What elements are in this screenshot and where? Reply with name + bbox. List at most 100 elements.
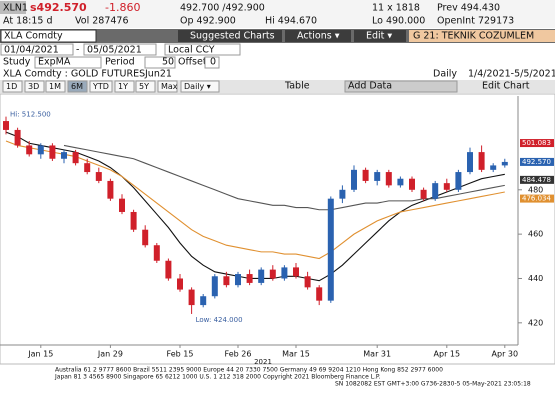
candle-body: [211, 276, 218, 297]
prev: Prev 494.430: [437, 3, 500, 14]
candle-body: [397, 178, 404, 186]
footer-line: Japan 81 3 4565 8900 Singapore 65 6212 1…: [54, 374, 381, 381]
candle-body: [478, 152, 485, 170]
period-button[interactable]: [157, 80, 178, 93]
price-tag-label: 476.034: [522, 195, 551, 203]
security-box[interactable]: [0, 29, 97, 43]
time: At 18:15 d: [3, 16, 53, 27]
footer-line: SN 1082082 EST GMT+3:00 G736-2830-5 05-M…: [335, 381, 531, 388]
period-button-label: 6M: [71, 82, 83, 91]
table-button[interactable]: Table: [284, 81, 310, 92]
edit-chart[interactable]: Edit Chart: [482, 81, 530, 92]
add-data-box[interactable]: [344, 80, 458, 93]
security: XLA Comdty: [4, 31, 63, 42]
study: ExpMA: [38, 57, 71, 68]
period-button-label: 1Y: [118, 82, 128, 91]
price-tag-label: 484.478: [522, 176, 551, 184]
candle-body: [95, 172, 102, 181]
period: 50: [162, 57, 174, 68]
y-tick-label: 440: [528, 274, 543, 283]
candle-body: [455, 172, 462, 190]
period-button[interactable]: [67, 80, 88, 93]
period-button[interactable]: [2, 80, 23, 93]
candle-body: [420, 189, 427, 199]
period-button[interactable]: [45, 80, 66, 93]
candle-body: [327, 198, 334, 301]
bid-ask: 492.700 /492.900: [180, 3, 265, 14]
candle-body: [177, 278, 183, 290]
date-box[interactable]: [0, 43, 74, 56]
price-tag: [520, 157, 554, 166]
price-tag-label: 492.570: [522, 158, 551, 166]
date-box[interactable]: [83, 43, 157, 56]
candle-body: [37, 145, 44, 155]
candle-body: [501, 161, 508, 166]
annotation: Hi: 512.500: [10, 111, 51, 119]
x-tick-label: Apr 15: [434, 350, 461, 359]
candle-body: [385, 172, 392, 186]
period-button-label: Daily ▾: [184, 82, 211, 91]
candle-body: [246, 274, 253, 283]
candle-body: [351, 169, 357, 190]
candle-body: [490, 165, 497, 170]
menu-button[interactable]: [354, 30, 406, 42]
ticker-bg: [0, 1, 26, 14]
period-button[interactable]: [180, 80, 220, 93]
offset-box[interactable]: [204, 56, 220, 69]
x-tick-label: Mar 15: [282, 350, 310, 359]
footer-line: Australia 61 2 9777 8600 Brazil 5511 239…: [55, 367, 443, 374]
y-tick-label: 460: [528, 230, 543, 239]
offset: 0: [210, 57, 216, 68]
ema-line: [5, 131, 505, 282]
high: Hi 494.670: [265, 16, 317, 27]
year-label: 2021: [254, 358, 272, 366]
start-date: 01/04/2021: [4, 45, 59, 56]
page-title: G 21: TEKNIK COZUMLEM: [413, 31, 534, 42]
candle-body: [374, 172, 381, 181]
price-tag: [520, 175, 554, 184]
study-box[interactable]: [34, 56, 102, 69]
period-button-label: Max: [161, 82, 178, 91]
period-box[interactable]: [144, 56, 176, 69]
candle-body: [443, 183, 450, 190]
candle-body: [61, 152, 67, 159]
period-button-label: 1D: [6, 82, 17, 91]
period-button[interactable]: [114, 80, 135, 93]
candle-body: [281, 267, 288, 279]
candle-body: [130, 211, 137, 230]
currency: Local CCY: [168, 45, 215, 56]
candle-body: [14, 129, 21, 146]
candle-body: [235, 274, 241, 286]
annotation: Low: 424.000: [196, 316, 243, 324]
ema-line: [63, 144, 505, 211]
menu-label: Actions ▾: [297, 31, 340, 42]
price-tag-label: 501.083: [522, 139, 551, 147]
chart-title: XLA Comdty : GOLD FUTURES: [3, 69, 145, 80]
candle-body: [304, 276, 311, 288]
y-tick-label: 480: [528, 185, 543, 194]
volume: Vol 287476: [75, 16, 129, 27]
ema-line: [5, 140, 505, 260]
currency-box[interactable]: [164, 43, 241, 56]
candle-body: [432, 183, 439, 199]
candle-body: [188, 289, 195, 306]
dash: -: [76, 45, 79, 56]
candle-body: [223, 276, 230, 286]
x-tick-label: Mar 31: [363, 350, 391, 359]
last-price: s492.570: [30, 1, 87, 14]
period-button[interactable]: [135, 80, 156, 93]
menu-button[interactable]: [178, 30, 282, 42]
period-button[interactable]: [89, 80, 113, 93]
page-box: [409, 30, 555, 42]
offset-label: Offset: [178, 57, 207, 68]
menu-button[interactable]: [285, 30, 351, 42]
candle-body: [316, 287, 323, 301]
candle-body: [3, 121, 9, 130]
candle-body: [467, 152, 473, 173]
period-button[interactable]: [24, 80, 45, 93]
candle-body: [26, 145, 33, 155]
candle-body: [49, 145, 56, 159]
quote-bg: [0, 0, 555, 28]
candle-body: [258, 269, 265, 283]
change: -1.860: [105, 1, 140, 14]
